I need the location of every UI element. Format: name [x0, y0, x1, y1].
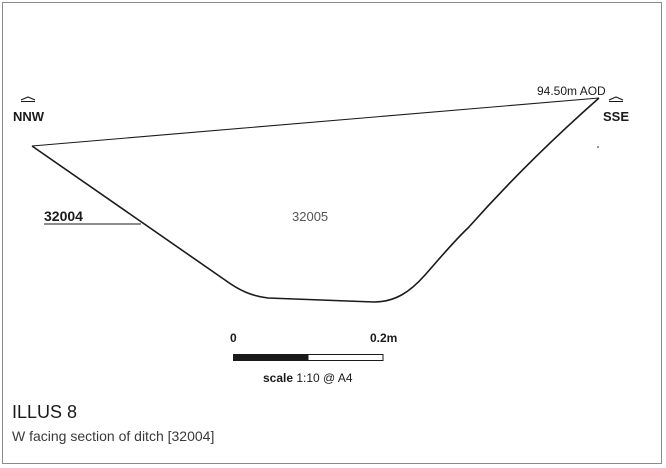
scale-end-label: 0.2m	[370, 331, 397, 345]
figure-title: ILLUS 8	[12, 402, 78, 422]
nnw-marker-icon	[20, 96, 36, 101]
nnw-label: NNW	[13, 109, 45, 124]
stray-dot	[597, 146, 599, 148]
figure-frame	[2, 2, 662, 464]
scale-caption-rest: 1:10 @ A4	[293, 371, 353, 385]
scale-caption-bold: scale	[263, 371, 293, 385]
figure-caption: W facing section of ditch [32004]	[12, 428, 215, 444]
ditch-profile	[31, 97, 600, 303]
scale-start-label: 0	[230, 331, 237, 345]
scale-caption: scale 1:10 @ A4	[263, 371, 353, 385]
sse-label: SSE	[603, 109, 629, 124]
sse-marker-icon	[608, 96, 624, 101]
cut-label: 32004	[44, 208, 83, 224]
datum-line	[31, 97, 600, 147]
nnw-marker: NNW	[13, 96, 45, 124]
datum-label: 94.50m AOD	[537, 84, 606, 98]
scale-bar: 0 0.2m scale 1:10 @ A4	[230, 331, 397, 385]
fill-label: 32005	[292, 209, 328, 224]
scale-bar-black-segment	[233, 354, 308, 361]
sse-marker: SSE	[603, 96, 629, 124]
scale-bar-white-segment	[307, 354, 384, 361]
